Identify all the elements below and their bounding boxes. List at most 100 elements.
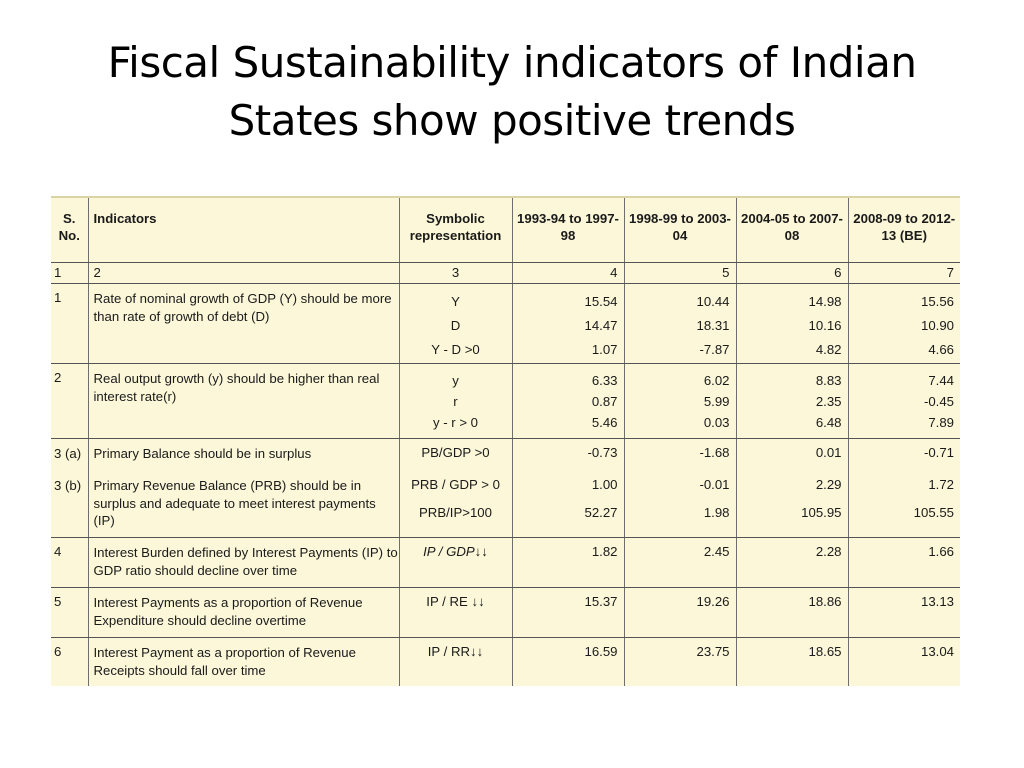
header-indicators: Indicators [87, 198, 399, 263]
header-row: S. No. Indicators Symbolic representatio… [51, 198, 960, 263]
row-sno: 5 [51, 587, 88, 638]
slide-title: Fiscal Sustainability indicators of Indi… [0, 34, 1024, 150]
symbol: IP / GDP↓↓ [398, 537, 512, 588]
value-cell: 13.13 [847, 587, 960, 638]
value-cell: 5.99 [703, 394, 730, 409]
value-cell: 7.44 [928, 373, 954, 388]
row-indicator: Primary Balance should be in surplus [93, 446, 312, 461]
value-cell: 18.86 [735, 587, 848, 638]
symbol: PRB / GDP > 0 [411, 477, 500, 492]
symbol: y [452, 373, 459, 388]
symbol: PRB/IP>100 [419, 505, 492, 520]
column-number: 4 [511, 262, 624, 284]
column-number: 2 [87, 262, 399, 284]
row-indicator: Rate of nominal growth of GDP (Y) should… [87, 283, 399, 364]
table-row: 1 Rate of nominal growth of GDP (Y) shou… [51, 283, 960, 364]
symbol: r [453, 394, 458, 409]
value-cell: 6.48 [815, 415, 842, 430]
table-row: 6 Interest Payment as a proportion of Re… [51, 637, 960, 686]
value-cell: -0.73 [587, 445, 618, 460]
table-row: 4 Interest Burden defined by Interest Pa… [51, 537, 960, 588]
header-period-1: 1993-94 to 1997-98 [511, 198, 624, 263]
row-sno: 1 [51, 283, 88, 364]
value-cell: 4.66 [928, 342, 954, 357]
value-cell: -1.68 [699, 445, 730, 460]
table-row: 2 Real output growth (y) should be highe… [51, 363, 960, 439]
value-cell: 4.82 [815, 342, 842, 357]
value-cell: 1.82 [511, 537, 624, 588]
indicators-table: S. No. Indicators Symbolic representatio… [51, 198, 960, 686]
row-sno: 3 (b) [54, 478, 82, 493]
value-cell: 0.87 [591, 394, 618, 409]
symbol: Y - D >0 [431, 342, 480, 357]
symbol: IP / RR↓↓ [398, 637, 512, 686]
header-sno: S. No. [51, 198, 88, 263]
value-cell: 16.59 [511, 637, 624, 686]
value-cell: 10.44 [696, 294, 730, 309]
value-cell: 5.46 [591, 415, 618, 430]
symbol: y - r > 0 [432, 415, 479, 430]
indicators-table-panel: S. No. Indicators Symbolic representatio… [51, 196, 960, 686]
value-cell: 14.47 [584, 318, 618, 333]
value-cell: -0.01 [699, 477, 730, 492]
value-cell: 18.31 [696, 318, 730, 333]
header-period-3: 2004-05 to 2007-08 [735, 198, 848, 263]
value-cell: 105.95 [801, 505, 842, 520]
value-cell: 52.27 [584, 505, 618, 520]
value-cell: 15.54 [584, 294, 618, 309]
value-cell: 1.66 [847, 537, 960, 588]
value-cell: -0.45 [923, 394, 954, 409]
header-symbolic: Symbolic representation [398, 198, 512, 263]
value-cell: 15.37 [511, 587, 624, 638]
row-sno: 4 [51, 537, 88, 588]
title-line-2: States show positive trends [228, 96, 796, 145]
header-period-2: 1998-99 to 2003-04 [623, 198, 736, 263]
value-cell: 23.75 [623, 637, 736, 686]
column-number: 1 [51, 262, 88, 284]
column-number: 7 [847, 262, 960, 284]
row-indicator: Interest Payment as a proportion of Reve… [87, 637, 399, 686]
value-cell: 19.26 [623, 587, 736, 638]
value-cell: 105.55 [913, 505, 954, 520]
value-cell: 10.90 [920, 318, 954, 333]
row-indicator: Real output growth (y) should be higher … [87, 363, 399, 439]
value-cell: 0.01 [815, 445, 842, 460]
value-cell: 10.16 [808, 318, 842, 333]
value-cell: 15.56 [920, 294, 954, 309]
column-number: 6 [735, 262, 848, 284]
value-cell: 2.29 [815, 477, 842, 492]
column-number: 5 [623, 262, 736, 284]
value-cell: 7.89 [928, 415, 954, 430]
value-cell: 6.02 [703, 373, 730, 388]
value-cell: 2.35 [815, 394, 842, 409]
title-line-1: Fiscal Sustainability indicators of Indi… [107, 38, 917, 87]
value-cell: 18.65 [735, 637, 848, 686]
value-cell: 1.72 [928, 477, 954, 492]
row-sno: 3 (a) [54, 446, 82, 461]
symbol: IP / RE ↓↓ [398, 587, 512, 638]
row-indicator: Primary Revenue Balance (PRB) should be … [93, 478, 376, 528]
symbol: Y [451, 294, 460, 309]
row-indicator: Interest Burden defined by Interest Paym… [87, 537, 399, 588]
value-cell: 2.28 [735, 537, 848, 588]
value-cell: 2.45 [623, 537, 736, 588]
row-sno: 2 [51, 363, 88, 439]
row-indicator: Interest Payments as a proportion of Rev… [87, 587, 399, 638]
value-cell: 1.98 [703, 505, 730, 520]
value-cell: 1.00 [591, 477, 618, 492]
value-cell: 14.98 [808, 294, 842, 309]
value-cell: -0.71 [923, 445, 954, 460]
table-row: 5 Interest Payments as a proportion of R… [51, 587, 960, 638]
symbol: PB/GDP >0 [421, 445, 490, 460]
value-cell: -7.87 [699, 342, 730, 357]
value-cell: 1.07 [591, 342, 618, 357]
symbol: D [450, 318, 461, 333]
column-number: 3 [398, 262, 512, 284]
column-number-row: 1 2 3 4 5 6 7 [51, 262, 960, 284]
value-cell: 8.83 [815, 373, 842, 388]
value-cell: 0.03 [703, 415, 730, 430]
value-cell: 13.04 [847, 637, 960, 686]
table-row: 3 (a) 3 (b) Primary Balance should be in… [51, 438, 960, 538]
row-sno: 6 [54, 644, 62, 659]
value-cell: 6.33 [591, 373, 618, 388]
